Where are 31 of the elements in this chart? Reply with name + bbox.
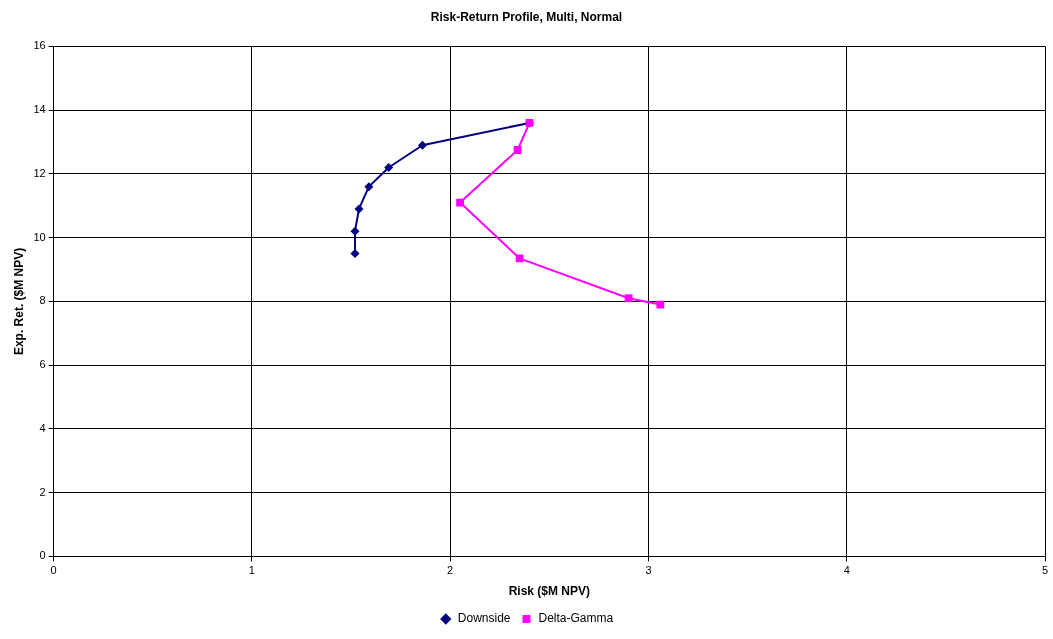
point [513, 146, 522, 154]
y-tick-label: 12 [33, 166, 46, 179]
y-tick-label: 14 [33, 103, 46, 116]
point [515, 254, 524, 263]
point [384, 163, 394, 173]
x-tick-label: 0 [50, 564, 57, 577]
y-tick-label: 6 [39, 358, 46, 371]
point [417, 140, 427, 150]
point [350, 249, 360, 259]
point [624, 294, 633, 303]
legend-label: Downside [457, 611, 511, 626]
x-tick-label: 4 [843, 564, 850, 577]
y-tick-label: 8 [39, 294, 46, 307]
y-tick-label: 0 [39, 549, 46, 562]
x-axis-title: Risk ($M NPV) [508, 584, 590, 599]
point [350, 226, 360, 236]
point [364, 182, 374, 192]
y-axis-title: Exp. Ret. ($M NPV) [11, 247, 26, 356]
x-tick-label: 1 [248, 564, 255, 577]
x-tick-label: 3 [645, 564, 652, 577]
legend-label: Delta-Gamma [538, 611, 614, 626]
y-tick-label: 2 [39, 485, 46, 498]
point [456, 198, 464, 207]
y-tick-label: 16 [33, 39, 46, 52]
x-tick-label: 5 [1041, 564, 1049, 577]
chart-title: Risk-Return Profile, Multi, Normal [430, 9, 623, 24]
y-tick-label: 4 [39, 421, 46, 434]
y-tick-label: 10 [33, 230, 46, 243]
point [354, 204, 364, 214]
point [656, 300, 665, 309]
x-tick-label: 2 [447, 564, 454, 577]
